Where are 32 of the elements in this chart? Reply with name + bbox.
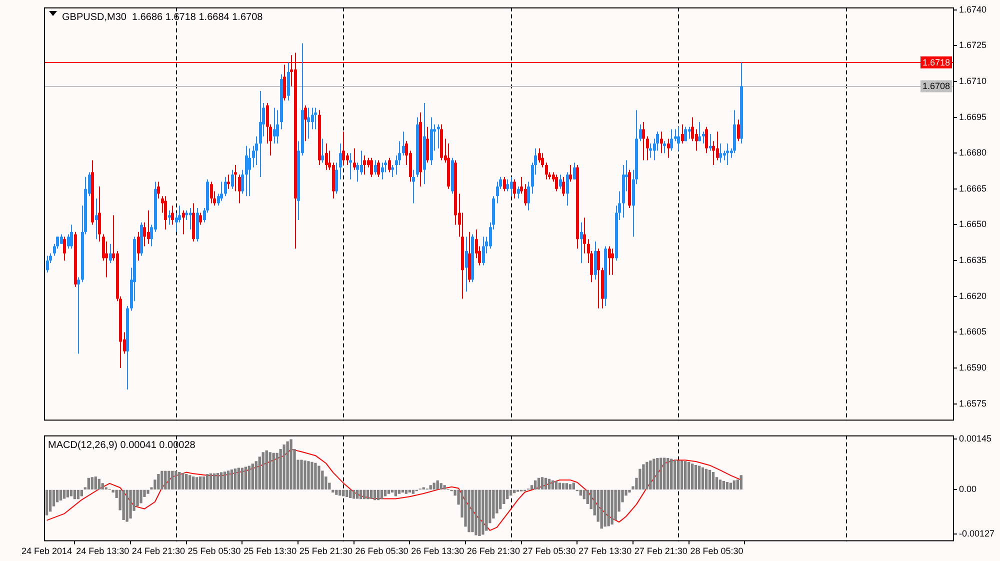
y-tick-label: 1.6635	[959, 255, 987, 266]
x-tick-label: 26 Feb 13:30	[411, 546, 464, 556]
y-tick-label: 0.00145	[959, 434, 992, 444]
y-tick-label: -0.00127	[959, 528, 995, 538]
text: MACD(12,26,9) 0.00041 0.00028	[48, 440, 196, 452]
y-tick-label: 1.6605	[959, 326, 987, 337]
y-tick-label: 1.6665	[959, 183, 987, 194]
x-tick-label: 28 Feb 05:30	[690, 546, 744, 556]
x-tick-label: 25 Feb 13:30	[244, 546, 297, 556]
y-tick-label: 1.6695	[959, 112, 987, 122]
x-tick-label: 27 Feb 05:30	[522, 546, 576, 556]
x-tick-label: 26 Feb 05:30	[355, 546, 408, 556]
x-tick-label: 25 Feb 05:30	[188, 546, 241, 556]
y-tick-label: 1.6650	[959, 219, 987, 230]
y-tick-label: 1.6680	[959, 148, 987, 158]
x-tick-label: 26 Feb 21:30	[466, 546, 520, 556]
x-tick-label: 24 Feb 13:30	[76, 546, 130, 556]
x-tick-label: 27 Feb 21:30	[634, 546, 688, 556]
ref-line-label: 1.6708	[922, 81, 950, 92]
x-tick-label: 25 Feb 21:30	[299, 546, 352, 556]
text: GBPUSD,M30 1.6686 1.6718 1.6684 1.6708	[62, 12, 264, 24]
x-tick-label: 27 Feb 13:30	[578, 546, 632, 556]
y-tick-label: 1.6620	[959, 290, 987, 301]
y-tick-label: 0.00	[959, 484, 977, 494]
x-tick-label: 24 Feb 2014	[22, 546, 72, 556]
y-tick-label: 1.6575	[959, 398, 987, 408]
y-tick-label: 1.6710	[959, 76, 987, 86]
ref-line-label: 1.6718	[922, 57, 950, 68]
x-tick-label: 24 Feb 21:30	[132, 546, 185, 556]
y-tick-label: 1.6725	[959, 40, 987, 50]
y-tick-label: 1.6740	[959, 4, 987, 14]
y-tick-label: 1.6590	[959, 362, 987, 373]
